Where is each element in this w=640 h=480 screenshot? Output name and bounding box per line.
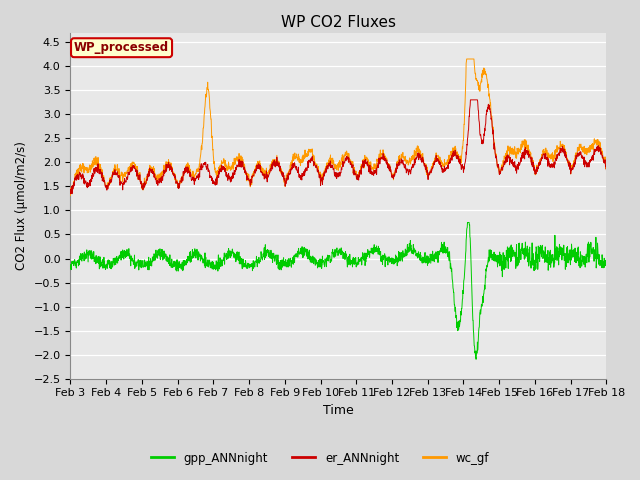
gpp_ANNnight [313, 261, 321, 267]
Title: WP CO2 Fluxes: WP CO2 Fluxes [281, 15, 396, 30]
Line: wc_gf: wc_gf [70, 59, 606, 195]
Legend: gpp_ANNnight, er_ANNnight, wc_gf: gpp_ANNnight, er_ANNnight, wc_gf [146, 447, 494, 469]
gpp_ANNnight [472, 357, 480, 362]
gpp_ANNnight [463, 219, 471, 225]
wc_gf [602, 167, 610, 172]
Line: gpp_ANNnight: gpp_ANNnight [70, 222, 606, 360]
er_ANNnight [67, 191, 74, 196]
gpp_ANNnight [602, 261, 610, 266]
wc_gf [463, 56, 470, 62]
gpp_ANNnight [94, 259, 102, 265]
er_ANNnight [94, 161, 102, 167]
wc_gf [327, 156, 335, 161]
gpp_ANNnight [327, 256, 335, 262]
er_ANNnight [588, 157, 595, 163]
wc_gf [489, 129, 497, 134]
Y-axis label: CO2 Flux (μmol/m2/s): CO2 Flux (μmol/m2/s) [15, 141, 28, 270]
wc_gf [67, 192, 74, 198]
Text: WP_processed: WP_processed [74, 41, 169, 54]
er_ANNnight [588, 156, 595, 162]
gpp_ANNnight [588, 250, 595, 255]
er_ANNnight [313, 166, 321, 171]
gpp_ANNnight [588, 241, 595, 247]
gpp_ANNnight [489, 252, 497, 257]
wc_gf [313, 161, 321, 167]
wc_gf [588, 146, 595, 152]
er_ANNnight [489, 127, 497, 133]
gpp_ANNnight [67, 266, 74, 272]
er_ANNnight [68, 191, 76, 197]
er_ANNnight [467, 97, 474, 103]
Line: er_ANNnight: er_ANNnight [70, 100, 606, 194]
wc_gf [94, 159, 102, 165]
wc_gf [587, 145, 595, 151]
er_ANNnight [602, 167, 610, 173]
X-axis label: Time: Time [323, 404, 354, 417]
er_ANNnight [328, 165, 335, 170]
